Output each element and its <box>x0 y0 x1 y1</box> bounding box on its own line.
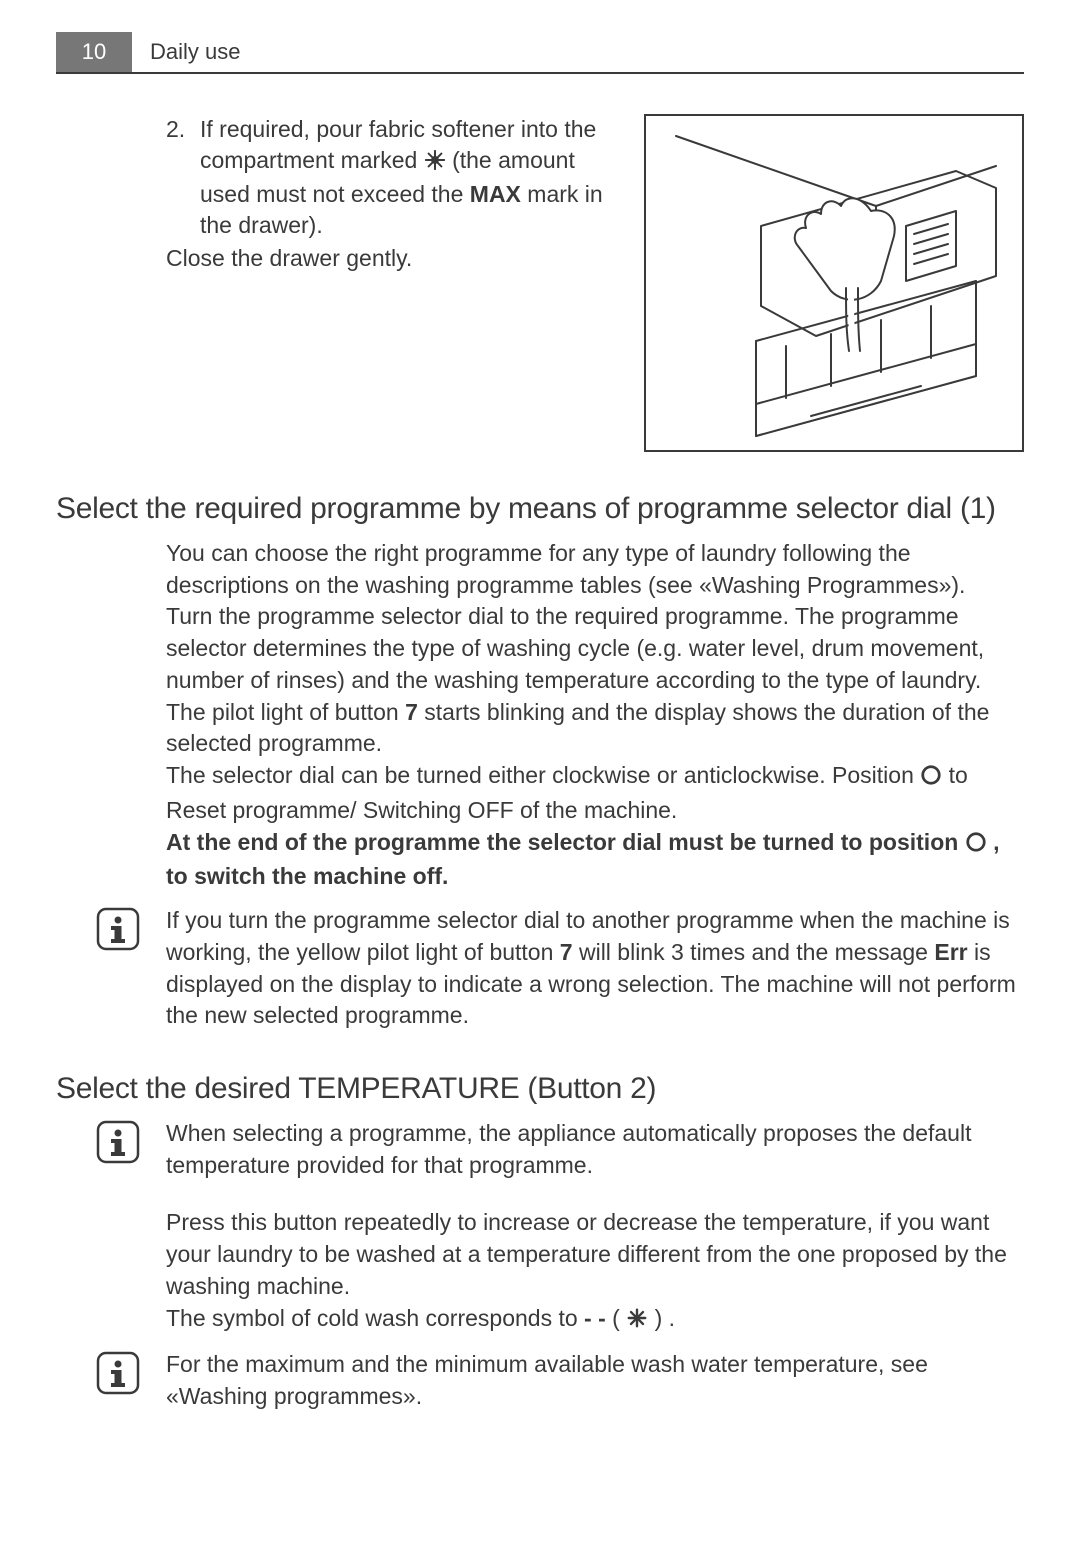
info-icon-wrap <box>56 905 166 1032</box>
section2-p1: Press this button repeatedly to increase… <box>166 1207 1024 1302</box>
page-header-title: Daily use <box>132 32 240 72</box>
page-content: 2. If required, pour fabric softener int… <box>0 74 1080 1413</box>
info1-text: If you turn the programme selector dial … <box>166 905 1024 1032</box>
cold-asterisk-icon <box>626 1306 648 1338</box>
info2-text: When selecting a programme, the applianc… <box>166 1118 1024 1181</box>
reset-circle-icon <box>965 830 987 862</box>
info-box-icon <box>96 1120 140 1164</box>
page-number: 10 <box>56 32 132 72</box>
s1p4-before: The selector dial can be turned either c… <box>166 762 920 788</box>
info-box-icon <box>96 907 140 951</box>
section1-p2: Turn the programme selector dial to the … <box>166 601 1024 696</box>
softener-icon <box>424 148 446 179</box>
s2p2-before: The symbol of cold wash corresponds to <box>166 1305 584 1331</box>
step2-number: 2. <box>166 114 200 241</box>
drawer-illustration <box>644 114 1024 452</box>
s2p2-open: ( <box>612 1305 626 1331</box>
s1p3-before: The pilot light of button <box>166 699 405 725</box>
section1-p3: The pilot light of button 7 starts blink… <box>166 697 1024 760</box>
info1-mid: will blink 3 times and the message <box>573 939 935 965</box>
info3-text: For the maximum and the minimum availabl… <box>166 1349 1024 1412</box>
s1p5-before: At the end of the programme the selector… <box>166 829 965 855</box>
info1-b2: Err <box>934 939 967 965</box>
info-icon-wrap <box>56 1349 166 1412</box>
step2-row: 2. If required, pour fabric softener int… <box>56 114 1024 452</box>
section1-p1: You can choose the right programme for a… <box>166 538 1024 601</box>
info-row-2: When selecting a programme, the applianc… <box>56 1118 1024 1181</box>
section1-heading: Select the required programme by means o… <box>56 492 1024 526</box>
step2-max: MAX <box>470 181 521 207</box>
close-drawer-line: Close the drawer gently. <box>166 243 616 274</box>
step2-body: If required, pour fabric softener into t… <box>200 114 616 241</box>
info-row-1: If you turn the programme selector dial … <box>56 905 1024 1032</box>
page-header: 10 Daily use <box>56 32 1024 74</box>
step2-text-column: 2. If required, pour fabric softener int… <box>56 114 616 452</box>
info-box-icon <box>96 1351 140 1395</box>
section2-p2: The symbol of cold wash corresponds to -… <box>166 1303 1024 1338</box>
section1-body: You can choose the right programme for a… <box>56 538 1024 893</box>
info1-b1: 7 <box>560 939 573 965</box>
s1p3-bold: 7 <box>405 699 418 725</box>
reset-circle-icon <box>920 763 942 795</box>
info-icon-wrap <box>56 1118 166 1181</box>
info-row-3: For the maximum and the minimum availabl… <box>56 1349 1024 1412</box>
step2-numbered: 2. If required, pour fabric softener int… <box>166 114 616 241</box>
s2p2-dashes: - - <box>584 1305 606 1331</box>
section1-p4: The selector dial can be turned either c… <box>166 760 1024 826</box>
s2p2-close: ) . <box>655 1305 675 1331</box>
section2-heading: Select the desired TEMPERATURE (Button 2… <box>56 1072 1024 1106</box>
section2-body: Press this button repeatedly to increase… <box>56 1207 1024 1337</box>
section1-p5: At the end of the programme the selector… <box>166 827 1024 893</box>
